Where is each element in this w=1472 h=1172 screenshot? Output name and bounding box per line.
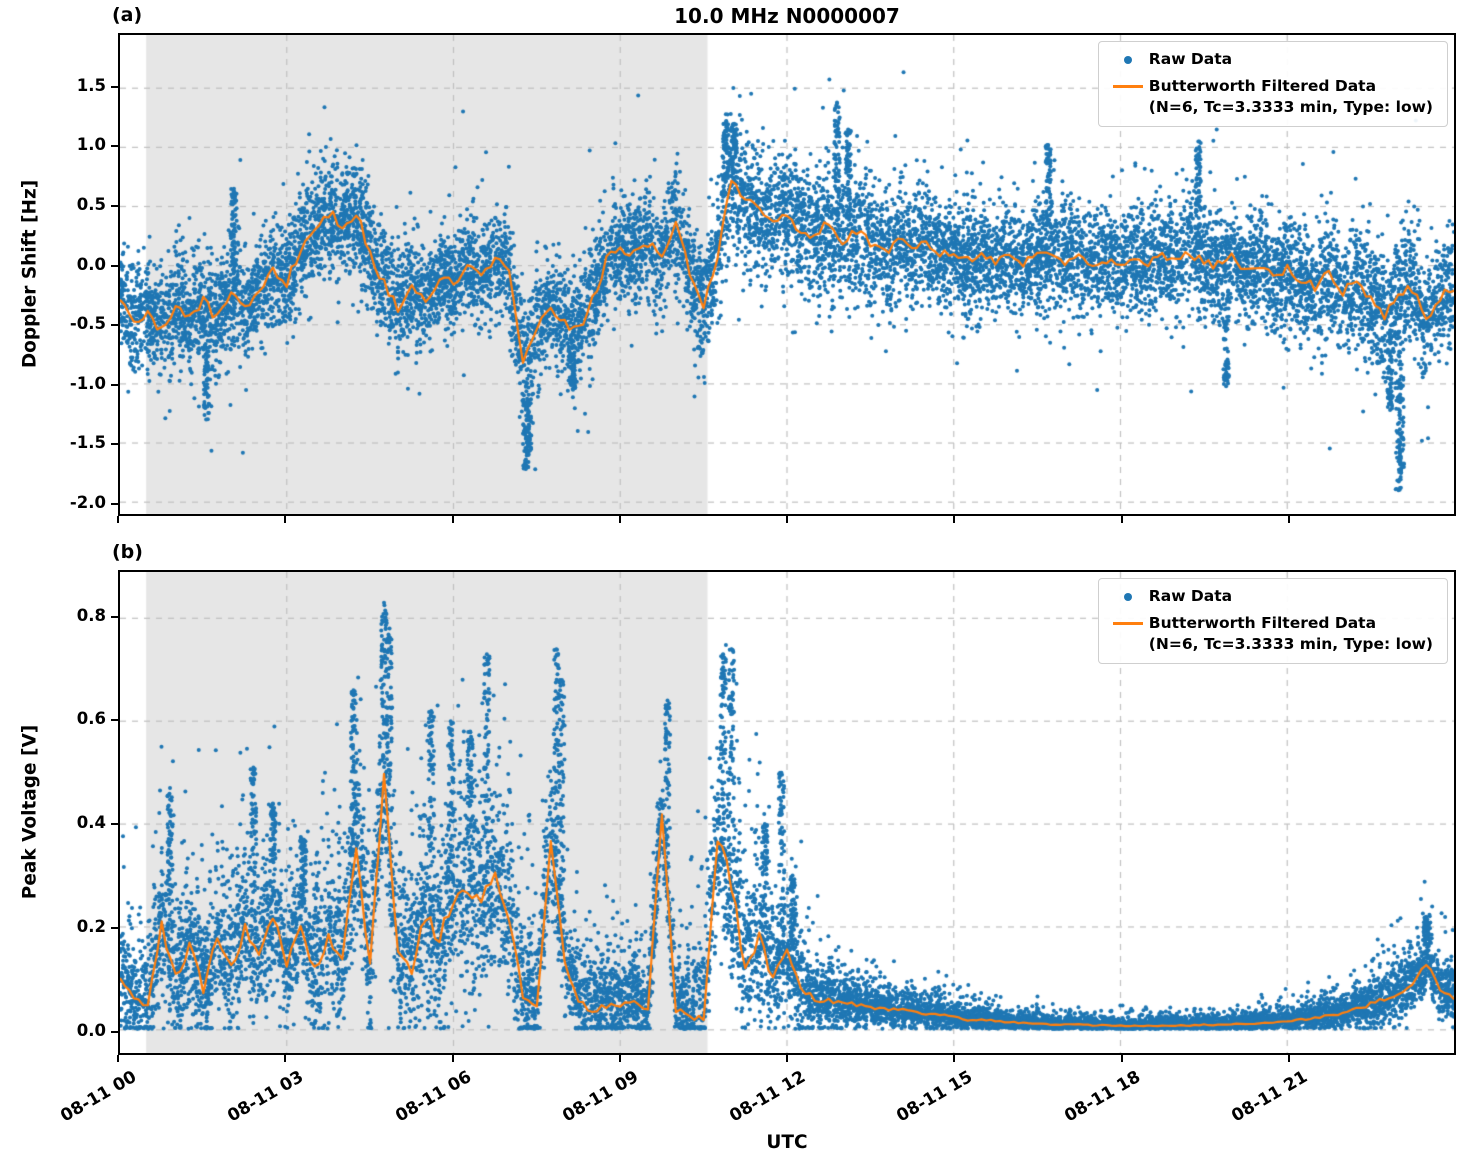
x-axis-label: UTC <box>766 1132 808 1153</box>
x-tick-mark <box>451 516 454 523</box>
y-tick-mark <box>111 823 118 826</box>
x-tick-label: 08-11 00 <box>57 1067 140 1127</box>
panel-b-y-axis-label: Peak Voltage [V] <box>19 724 41 900</box>
x-tick-mark <box>786 516 788 523</box>
filtered-data-marker-icon <box>1107 613 1149 634</box>
legend-filtered-label: Butterworth Filtered Data <box>1148 77 1377 95</box>
x-tick-mark <box>1120 1055 1123 1062</box>
x-tick-label: 08-11 03 <box>224 1067 308 1127</box>
legend-filtered-params: (N=6, Tc=3.3333 min, Type: low) <box>1148 97 1433 116</box>
raw-data-marker-icon <box>1107 586 1149 607</box>
x-tick-mark <box>618 516 621 523</box>
filtered-data-marker-icon <box>1107 76 1149 97</box>
y-tick-mark <box>111 926 118 929</box>
raw-data-marker-icon <box>1107 49 1149 70</box>
x-tick-mark <box>1287 1055 1290 1062</box>
y-tick-mark <box>111 383 118 386</box>
y-tick-label: 0.5 <box>76 194 106 214</box>
y-tick-label: 0.8 <box>76 605 106 625</box>
legend-raw-data-label: Raw Data <box>1148 587 1233 605</box>
y-tick-label: 0.2 <box>76 916 106 936</box>
y-tick-label: 0.0 <box>76 254 106 274</box>
x-tick-label: 08-11 21 <box>1228 1067 1311 1127</box>
y-tick-mark <box>111 615 118 618</box>
x-tick-mark <box>953 1055 956 1062</box>
y-tick-mark <box>111 719 118 722</box>
x-tick-label: 08-11 15 <box>893 1067 977 1127</box>
y-tick-mark <box>111 503 118 506</box>
y-tick-label: 0.6 <box>76 709 106 729</box>
y-tick-label: -2.0 <box>69 493 106 513</box>
panel-a-legend: Raw Data Butterworth Filtered Data (N=6,… <box>1097 41 1448 127</box>
x-tick-mark <box>117 516 119 523</box>
panel-b-plot-area: Raw Data Butterworth Filtered Data (N=6,… <box>118 570 1456 1055</box>
y-tick-label: -0.5 <box>69 314 106 334</box>
x-tick-mark <box>618 1055 621 1062</box>
panel-a-tag: (a) <box>112 4 143 26</box>
x-tick-label: 08-11 09 <box>559 1067 642 1127</box>
y-tick-label: 1.5 <box>76 75 106 95</box>
x-tick-mark <box>1120 516 1123 523</box>
x-tick-mark <box>953 516 956 523</box>
x-tick-mark <box>1287 516 1290 523</box>
x-tick-mark <box>117 1055 119 1062</box>
legend-raw-data-label: Raw Data <box>1148 50 1233 68</box>
y-tick-mark <box>111 1030 118 1033</box>
x-tick-mark <box>284 516 287 523</box>
y-tick-label: 1.0 <box>76 135 106 155</box>
panel-b-tag: (b) <box>112 541 143 563</box>
x-tick-mark <box>786 1055 788 1062</box>
x-tick-mark <box>451 1055 454 1062</box>
figure-title: 10.0 MHz N0000007 <box>674 4 900 28</box>
panel-a-plot-area: Raw Data Butterworth Filtered Data (N=6,… <box>118 33 1456 516</box>
legend-entry-raw-data: Raw Data <box>1107 49 1433 70</box>
y-tick-mark <box>111 145 118 148</box>
x-tick-label: 08-11 18 <box>1060 1067 1144 1127</box>
legend-entry-raw-data: Raw Data <box>1107 586 1433 607</box>
legend-entry-filtered-data: Butterworth Filtered Data (N=6, Tc=3.333… <box>1107 613 1433 655</box>
x-tick-label: 08-11 06 <box>391 1067 475 1127</box>
legend-filtered-label: Butterworth Filtered Data <box>1148 614 1377 632</box>
x-tick-label: 08-11 12 <box>726 1067 809 1127</box>
y-tick-mark <box>111 324 118 327</box>
legend-filtered-params: (N=6, Tc=3.3333 min, Type: low) <box>1148 634 1433 653</box>
y-tick-mark <box>111 85 118 88</box>
y-tick-label: -1.5 <box>69 433 106 453</box>
y-tick-label: 0.0 <box>76 1020 106 1040</box>
panel-b-legend: Raw Data Butterworth Filtered Data (N=6,… <box>1097 578 1448 664</box>
y-tick-label: 0.4 <box>76 813 106 833</box>
x-tick-mark <box>284 1055 287 1062</box>
y-tick-mark <box>111 443 118 446</box>
y-tick-mark <box>111 264 118 267</box>
legend-entry-filtered-data: Butterworth Filtered Data (N=6, Tc=3.333… <box>1107 76 1433 118</box>
y-tick-label: -1.0 <box>69 373 106 393</box>
y-tick-mark <box>111 204 118 207</box>
